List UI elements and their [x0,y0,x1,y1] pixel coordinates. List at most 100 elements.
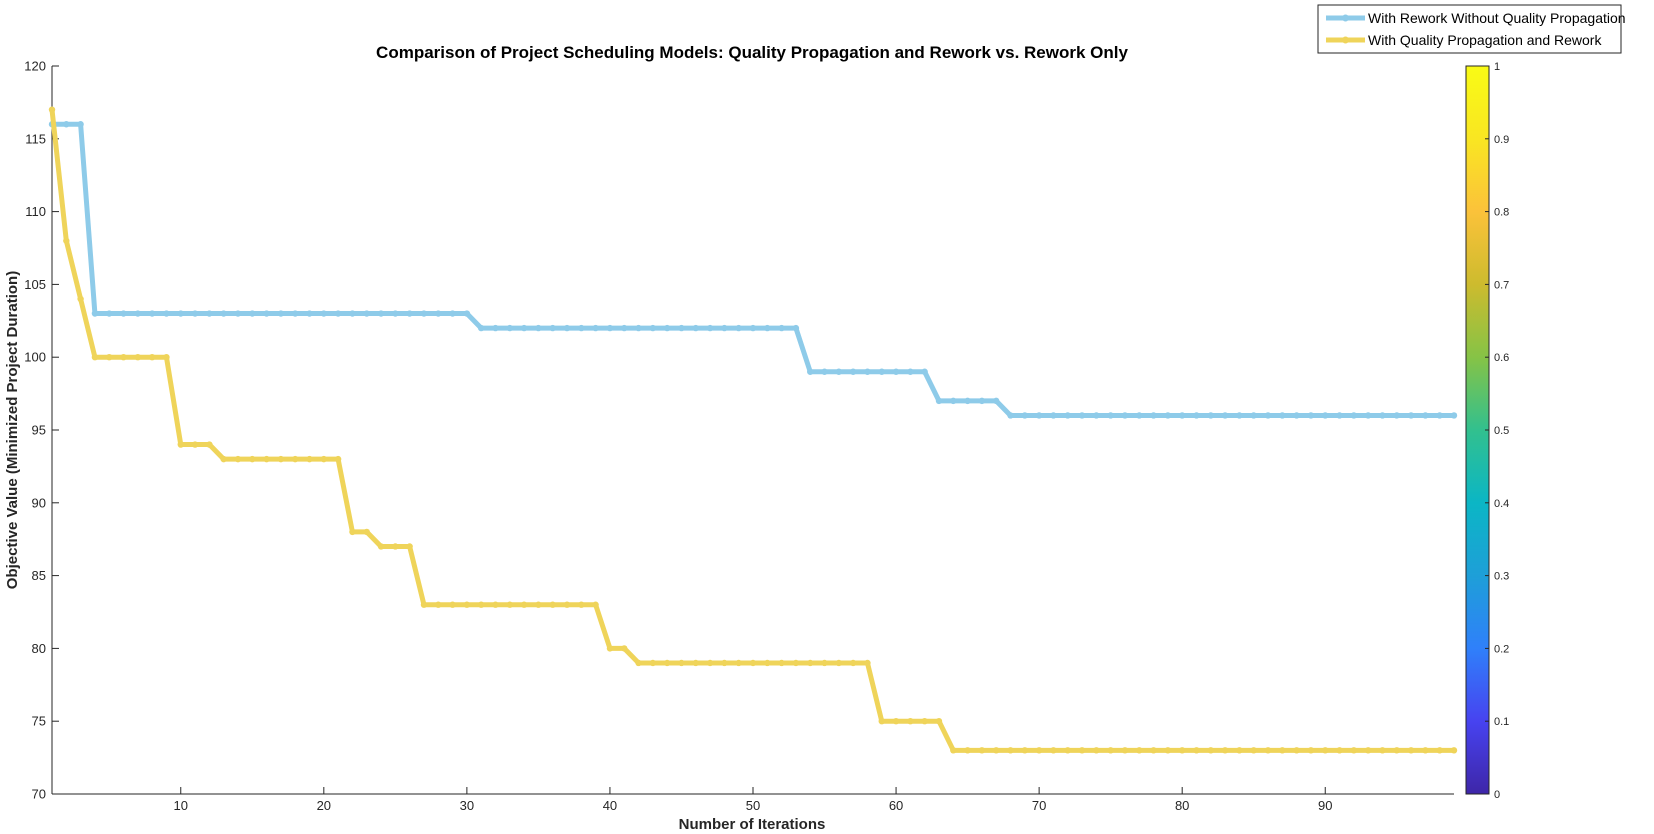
data-point [106,354,113,361]
data-point [1364,747,1372,754]
data-point [1078,412,1086,419]
data-point [1322,747,1329,754]
data-point [578,324,585,332]
data-point [134,310,142,317]
data-point [1221,747,1229,754]
colorbar-tick-label: 0.9 [1494,134,1509,146]
data-point [835,368,843,375]
data-point [907,368,914,375]
data-point [435,310,442,317]
legend-box [1317,4,1622,54]
data-point [721,659,728,667]
chart-title: Comparison of Project Scheduling Models:… [376,43,1128,62]
data-point [749,659,757,667]
data-point [1450,412,1458,419]
legend[interactable]: With Rework Without Quality Propagation … [1317,4,1626,54]
data-point [234,310,242,317]
data-point [993,747,1000,754]
x-tick-label: 30 [460,798,474,813]
data-point [148,310,156,317]
y-axis-title: Objective Value (Minimized Project Durat… [4,271,21,589]
data-point [320,455,328,463]
legend-marker-quality-propagation [1342,36,1349,44]
colorbar-tick-label: 0.7 [1494,279,1509,291]
data-point [220,310,227,317]
data-point [592,601,599,608]
data-point [91,310,99,317]
data-point [1350,747,1358,754]
data-point [635,324,642,332]
data-point [91,354,99,361]
data-point [1422,747,1429,754]
data-point [449,601,456,608]
data-point [120,310,127,317]
data-point [420,601,428,608]
data-point [191,310,199,317]
data-point [621,324,628,332]
data-point [864,368,871,375]
legend-marker-rework-only [1342,14,1349,22]
data-point [520,324,528,332]
data-point [1436,412,1443,419]
data-point [1021,412,1029,419]
axes-background [52,66,1454,794]
data-point [1236,412,1243,419]
data-point [1407,747,1415,754]
data-point [1107,747,1114,754]
data-point [349,528,356,536]
data-point [1093,747,1100,754]
plot-area: 10 20 30 40 50 60 70 80 90 70 75 80 85 90 95 100 105 110… [24,59,1458,813]
y-tick-label: 70 [32,787,46,802]
data-point [48,106,56,113]
y-tick-label: 85 [32,568,46,583]
data-point [721,324,728,332]
data-point [1236,747,1243,754]
data-point [663,324,671,332]
data-point [892,718,900,725]
data-point [1393,747,1400,754]
data-point [578,601,585,608]
data-point [878,718,885,725]
colorbar: 0 0.1 0.2 0.3 0.4 0.5 0.6 0.7 0.8 0.9 1 [1465,61,1509,801]
data-point [978,397,986,405]
data-point [1336,747,1343,754]
data-point [1007,412,1014,419]
colorbar-tick-label: 0.2 [1494,643,1509,655]
data-point [1021,747,1029,754]
data-point [807,659,814,667]
data-point [63,121,70,128]
data-point [1307,412,1315,419]
data-point [778,659,785,667]
data-point [1221,412,1229,419]
data-point [292,455,299,463]
data-point [1050,412,1057,419]
data-point [1336,412,1343,419]
data-point [263,455,270,463]
data-point [549,601,556,608]
data-point [1293,412,1300,419]
data-point [1064,747,1071,754]
data-point [406,310,413,317]
data-point [492,324,499,332]
x-tick-label: 40 [603,798,617,813]
data-point [592,324,599,332]
data-point [849,368,857,375]
data-point [1422,412,1429,419]
data-point [835,659,843,667]
data-point [1379,747,1386,754]
colorbar-tick-label: 0.6 [1494,352,1509,364]
data-point [206,310,213,317]
data-point [563,324,571,332]
y-tick-label: 80 [32,641,46,656]
data-point [807,368,814,375]
data-point [549,324,556,332]
data-point [878,368,885,375]
data-point [1279,412,1286,419]
colorbar-tick-label: 1 [1494,61,1500,73]
data-point [1136,412,1143,419]
data-point [1193,747,1200,754]
data-point [935,718,943,725]
colorbar-ticks: 0 0.1 0.2 0.3 0.4 0.5 0.6 0.7 0.8 0.9 1 [1485,61,1509,801]
data-point [535,601,542,608]
